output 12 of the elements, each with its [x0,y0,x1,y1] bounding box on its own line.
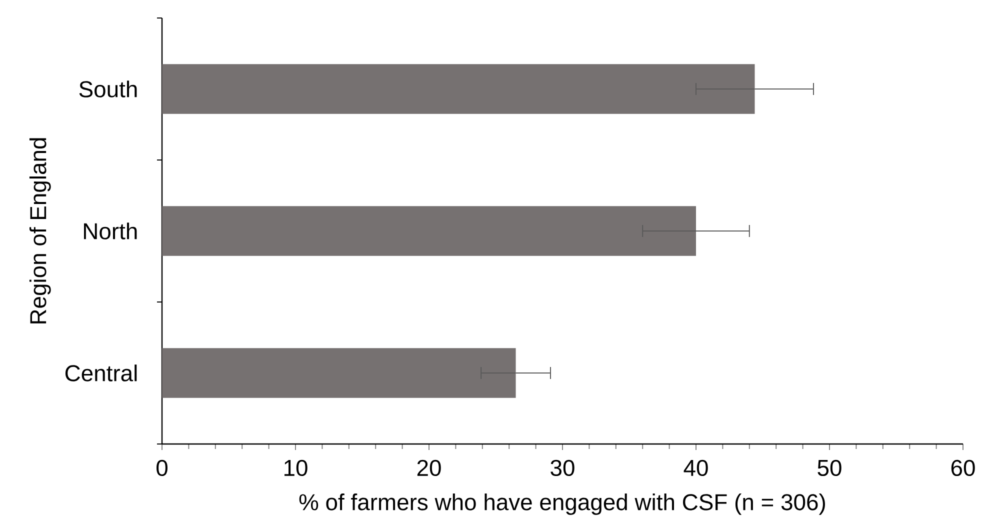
x-tick-label: 10 [284,460,308,476]
x-tick-label: 50 [818,460,842,476]
x-tick-label: 30 [550,460,574,476]
y-tick-label: North [84,222,137,240]
x-axis-title: % of farmers who have engaged with CSF (n = 306) [299,494,825,515]
y-tick-label: Central [65,364,137,382]
x-tick-label: 60 [951,460,975,476]
y-axis-title: Region of England [29,138,51,324]
x-tick-label: 20 [417,460,441,476]
y-tick-label: South [79,80,137,98]
x-tick-label: 40 [684,460,708,476]
x-tick-label: 0 [156,460,168,476]
